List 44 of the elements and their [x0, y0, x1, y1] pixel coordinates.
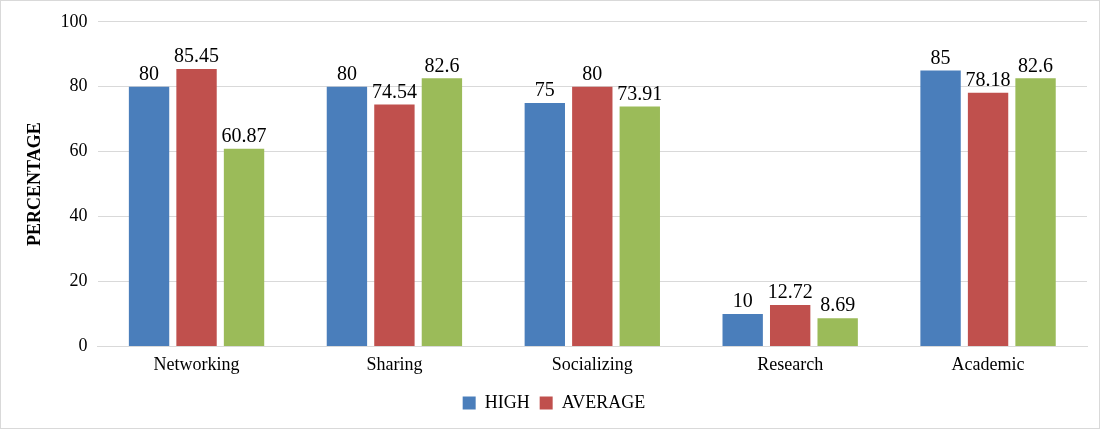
- data-label: 82.6: [424, 53, 460, 76]
- data-label: 75: [534, 78, 555, 101]
- data-label: 12.72: [767, 280, 813, 303]
- y-axis-title: PERCENTAGE: [24, 122, 45, 246]
- data-label: 80: [582, 61, 603, 84]
- y-tick-label: 60: [69, 140, 88, 161]
- y-tick-label: 20: [69, 270, 88, 291]
- y-tick-label: 40: [69, 205, 88, 226]
- y-tick-label: 100: [60, 10, 88, 31]
- x-tick-label: Socializing: [551, 353, 633, 374]
- x-tick-label: Academic: [951, 353, 1025, 374]
- data-label: 73.91: [617, 81, 663, 104]
- bar: [770, 305, 811, 346]
- legend-label: HIGH: [484, 391, 530, 412]
- data-label: 80: [139, 61, 160, 84]
- data-label: 80: [336, 61, 357, 84]
- data-label: 78.18: [965, 67, 1011, 90]
- data-label: 85.45: [174, 44, 220, 67]
- bar: [920, 70, 961, 346]
- x-tick-label: Sharing: [366, 353, 423, 374]
- data-label: 74.54: [371, 79, 417, 102]
- x-tick-label: Networking: [153, 353, 240, 374]
- bar: [1015, 78, 1056, 346]
- bar: [223, 148, 265, 346]
- data-label: 8.69: [820, 293, 856, 316]
- bar: [421, 78, 463, 346]
- bar: [967, 92, 1009, 346]
- bar: [128, 86, 170, 346]
- bar: [619, 106, 660, 346]
- legend-label: AVERAGE: [561, 391, 646, 412]
- bar: [524, 102, 565, 346]
- x-tick-label: Research: [757, 353, 824, 374]
- bar: [176, 69, 217, 346]
- bar: [722, 313, 763, 346]
- y-tick-label: 0: [78, 335, 88, 356]
- bar: [817, 318, 858, 346]
- bar: [374, 104, 415, 346]
- data-label: 60.87: [221, 124, 267, 147]
- data-label: 85: [930, 45, 951, 68]
- bar: [326, 86, 368, 346]
- y-tick-label: 80: [69, 75, 88, 96]
- data-label: 10: [732, 289, 753, 312]
- data-label: 82.6: [1018, 53, 1054, 76]
- bar: [572, 86, 613, 346]
